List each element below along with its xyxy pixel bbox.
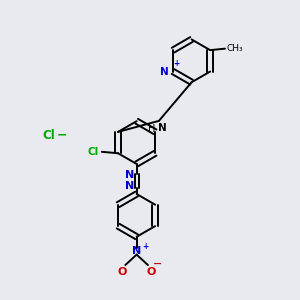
Text: N: N	[158, 123, 167, 133]
Text: O: O	[118, 266, 127, 277]
Text: N: N	[132, 246, 141, 256]
Text: N: N	[160, 67, 169, 76]
Text: O: O	[146, 266, 156, 277]
Text: −: −	[153, 259, 163, 269]
Text: +: +	[174, 59, 180, 68]
Text: Cl: Cl	[43, 129, 55, 142]
Text: −: −	[57, 129, 68, 142]
Text: +: +	[142, 242, 148, 251]
Text: CH₃: CH₃	[226, 44, 243, 53]
Text: H: H	[148, 124, 155, 134]
Text: Cl: Cl	[88, 147, 99, 157]
Text: N: N	[125, 181, 134, 191]
Text: N: N	[125, 170, 134, 180]
